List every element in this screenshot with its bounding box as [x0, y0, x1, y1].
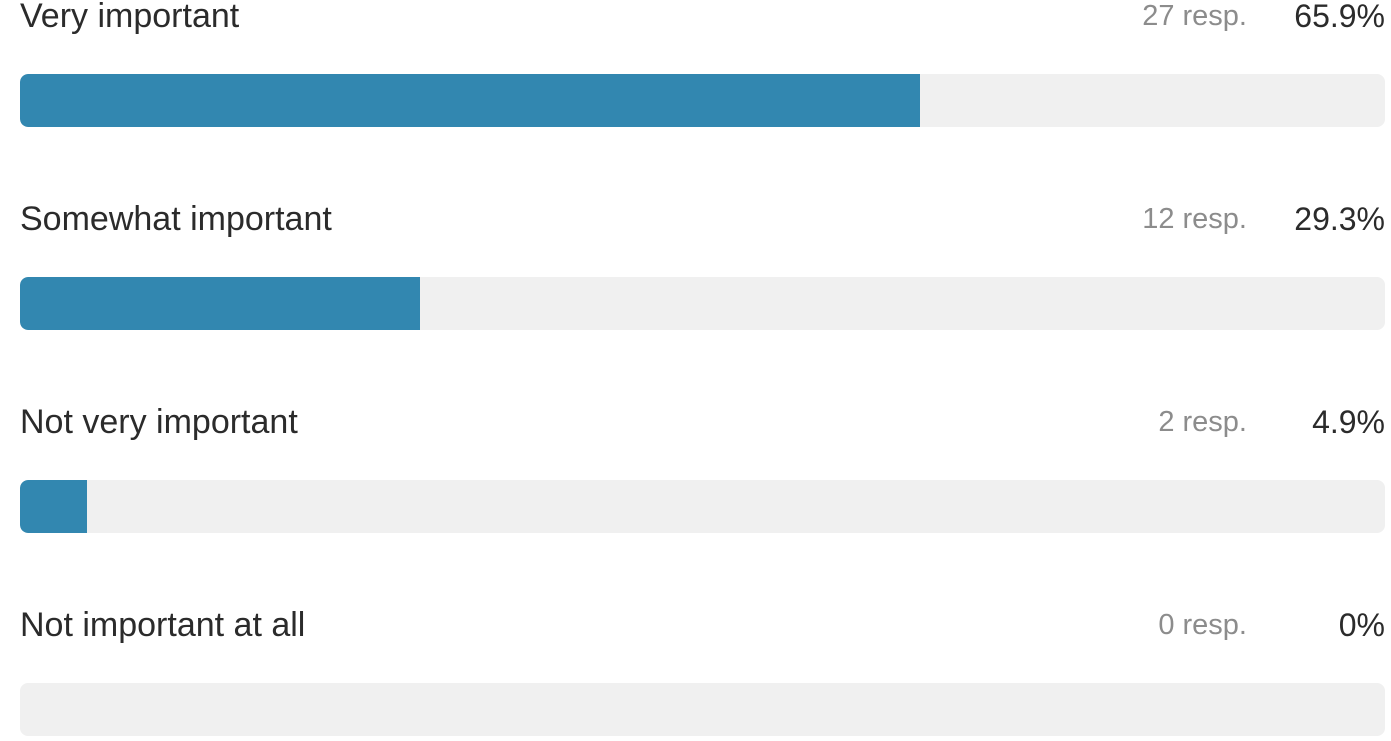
answer-row-very-important: Very important 27 resp. 65.9%	[20, 0, 1385, 132]
answer-row-not-very-important: Not very important 2 resp. 4.9%	[20, 398, 1385, 538]
response-count: 27 resp.	[1142, 0, 1247, 32]
bar-track	[20, 74, 1385, 127]
bar-fill	[20, 74, 920, 127]
answer-row-somewhat-important: Somewhat important 12 resp. 29.3%	[20, 195, 1385, 335]
answer-label: Not very important	[20, 403, 298, 441]
response-count: 2 resp.	[1158, 406, 1247, 438]
bar-track	[20, 277, 1385, 330]
bar-fill	[20, 480, 87, 533]
response-percentage: 4.9%	[1312, 404, 1385, 440]
answer-label: Very important	[20, 0, 240, 35]
response-count: 12 resp.	[1142, 203, 1247, 235]
bar-track	[20, 480, 1385, 533]
response-percentage: 65.9%	[1294, 0, 1385, 34]
response-percentage: 29.3%	[1294, 201, 1385, 237]
response-count: 0 resp.	[1158, 609, 1247, 641]
response-percentage: 0%	[1338, 607, 1385, 643]
answer-label: Somewhat important	[20, 200, 332, 238]
bar-track	[20, 683, 1385, 736]
answer-row-not-important-at-all: Not important at all 0 resp. 0%	[20, 601, 1385, 741]
answer-label: Not important at all	[20, 606, 306, 644]
bar-fill	[20, 277, 420, 330]
